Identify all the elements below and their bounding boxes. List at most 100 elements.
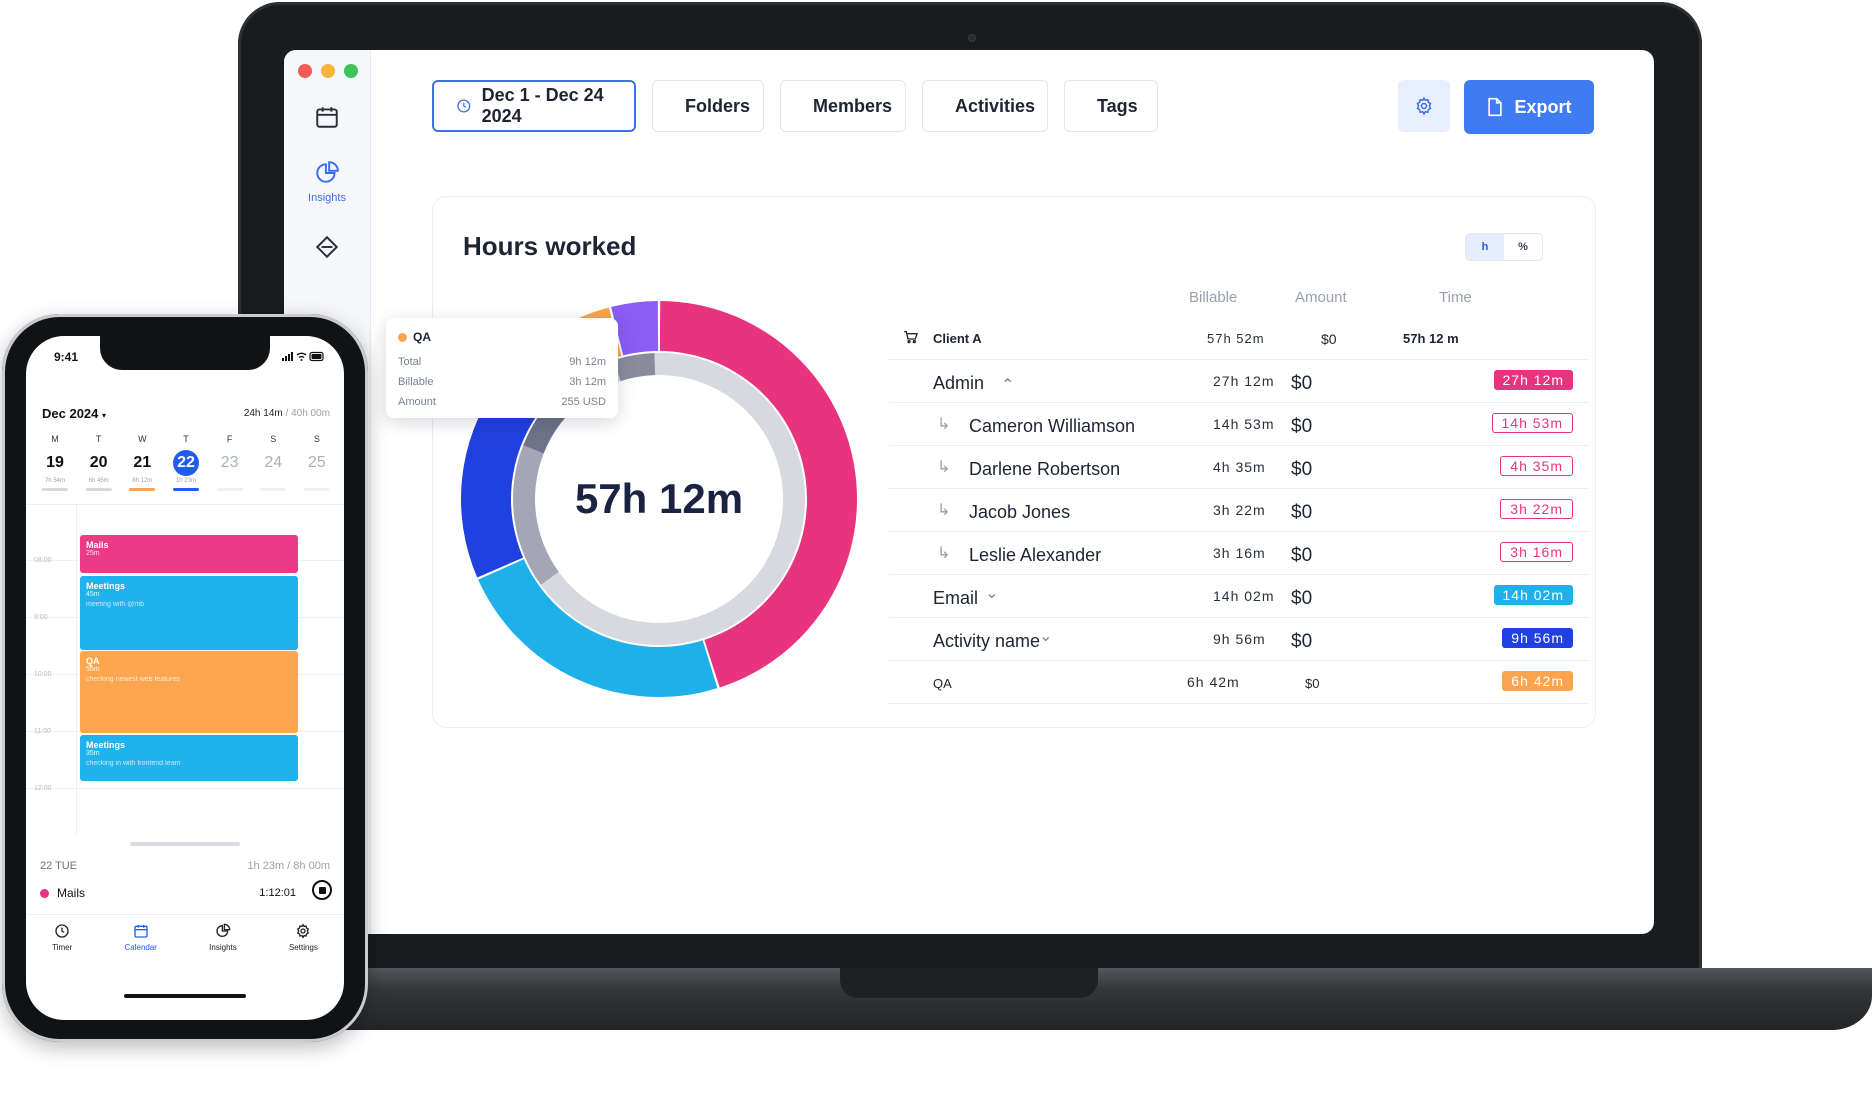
table-row[interactable]: ↳ Leslie Alexander 3h 16m $0 3h 16m: [889, 532, 1589, 575]
chevron-down-icon[interactable]: ⌄: [1039, 628, 1053, 645]
activities-button[interactable]: Activities: [922, 80, 1048, 132]
close-window-button[interactable]: [298, 64, 312, 78]
tooltip-total-row: Total 9h 12m: [398, 356, 606, 368]
folders-button[interactable]: Folders: [652, 80, 764, 132]
donut-segment-admin[interactable]: [659, 301, 857, 688]
maximize-window-button[interactable]: [344, 64, 358, 78]
column-time: Time: [1439, 289, 1472, 306]
window-controls: [298, 64, 358, 78]
row-time-badge: 9h 56m: [1502, 628, 1573, 648]
weekday-progress-bar: [216, 488, 243, 491]
unit-percent-option[interactable]: %: [1518, 241, 1528, 253]
chevron-down-icon[interactable]: ⌄: [985, 585, 999, 602]
donut-segment-other[interactable]: [611, 301, 659, 356]
event-title: Meetings: [86, 740, 126, 750]
weekday-progress-bar: [85, 488, 112, 491]
chevron-up-icon[interactable]: ⌃: [1001, 377, 1015, 394]
tab-timer[interactable]: Timer: [52, 915, 72, 975]
calendar-icon: [316, 107, 338, 128]
table-row[interactable]: Email ⌄ 14h 02m $0 14h 02m: [889, 575, 1589, 618]
stop-icon: [318, 886, 326, 894]
weekday-progress-bar: [260, 488, 287, 491]
calendar-event[interactable]: Meetings 45m meeting with @mb: [80, 576, 298, 650]
sidebar-item-calendar[interactable]: [284, 104, 370, 130]
table-row[interactable]: Activity name ⌄ 9h 56m $0 9h 56m: [889, 618, 1589, 661]
row-name: Leslie Alexander: [969, 545, 1102, 565]
donut-segment-email[interactable]: [478, 559, 718, 697]
event-duration: 35m: [86, 750, 100, 757]
month-selector[interactable]: Dec 2024 ▾: [42, 406, 106, 421]
members-label: Members: [813, 95, 893, 116]
calendar-event[interactable]: Meetings 35m checking in with frontend t…: [80, 735, 298, 781]
sidebar-item-insights[interactable]: Insights: [284, 160, 370, 204]
week-day[interactable]: T 20 6h 45m: [80, 434, 118, 491]
stop-timer-button[interactable]: [312, 880, 332, 900]
row-amount: $0: [1305, 676, 1320, 691]
status-time: 9:41: [54, 350, 79, 364]
weekday-number: 25: [308, 454, 326, 471]
event-title: QA: [86, 656, 100, 666]
weekday-progress-bar: [42, 488, 68, 491]
weekday-number: 24: [264, 454, 283, 471]
unit-toggle: h %: [1465, 233, 1543, 261]
tags-button[interactable]: Tags: [1064, 80, 1158, 132]
tab-insights[interactable]: Insights: [209, 915, 237, 975]
row-time-badge: 3h 22m: [1500, 499, 1573, 519]
folders-label: Folders: [685, 95, 751, 116]
calendar-event[interactable]: QA 55m checking newest web features: [80, 651, 298, 733]
laptop-camera: [968, 34, 976, 42]
tooltip-billable-value: 3h 12m: [569, 376, 606, 388]
table-row[interactable]: ↳ Darlene Robertson 4h 35m $0 4h 35m: [889, 446, 1589, 489]
client-billable: 57h 52m: [1207, 331, 1265, 346]
week-day[interactable]: S 24: [254, 434, 292, 491]
phone-frame: 9:41 Dec 2024 ▾ 24h 14m / 40h 00m M 19 7…: [2, 314, 368, 1042]
table-row[interactable]: Admin ⌃ 27h 12m $0 27h 12m: [889, 360, 1589, 403]
date-range-label: Dec 1 - Dec 24 2024: [481, 85, 604, 126]
hour-label: 08:00: [34, 557, 52, 564]
selected-day-hours: 1h 23m / 8h 00m: [247, 860, 330, 872]
tooltip-billable-label: Billable: [398, 376, 434, 388]
week-day[interactable]: T 22 1h 23m: [167, 434, 205, 491]
table-row[interactable]: ↳ Jacob Jones 3h 22m $0 3h 22m: [889, 489, 1589, 532]
members-button[interactable]: Members: [780, 80, 906, 132]
donut-segment-activity-name[interactable]: [461, 384, 539, 578]
donut-inner-segment[interactable]: [513, 445, 559, 585]
minimize-window-button[interactable]: [321, 64, 335, 78]
running-timer[interactable]: Mails: [40, 886, 85, 900]
event-duration: 25m: [86, 550, 100, 557]
event-description: meeting with @mb: [86, 601, 145, 608]
drag-handle[interactable]: [130, 842, 240, 846]
table-row[interactable]: ↳ Cameron Williamson 14h 53m $0 14h 53m: [889, 403, 1589, 446]
export-button[interactable]: Export: [1464, 80, 1594, 134]
row-name: Cameron Williamson: [969, 416, 1136, 436]
client-row[interactable]: Client A 57h 52m $0 57h 12 m: [889, 317, 1589, 360]
week-day[interactable]: M 19 7h 54m: [36, 434, 74, 491]
unit-hours-option[interactable]: h: [1466, 234, 1504, 260]
row-time-badge: 14h 02m: [1493, 585, 1573, 605]
calendar-event[interactable]: Mails 25m: [80, 535, 298, 573]
settings-button[interactable]: [1398, 80, 1450, 132]
table-row[interactable]: QA 6h 42m $0 6h 42m: [889, 661, 1589, 704]
donut-inner-segment[interactable]: [613, 353, 656, 382]
event-duration: 45m: [86, 591, 100, 598]
row-time-badge: 3h 16m: [1500, 542, 1573, 562]
weekday-progress-bar: [129, 488, 156, 491]
tooltip-billable-row: Billable 3h 12m: [398, 376, 606, 388]
client-time: 57h 12 m: [1403, 331, 1459, 346]
week-day[interactable]: F 23: [211, 434, 249, 491]
tab-calendar[interactable]: Calendar: [124, 915, 157, 975]
sidebar-item-tags[interactable]: [284, 234, 370, 260]
filter-toolbar: Dec 1 - Dec 24 2024 Folders Members Acti…: [432, 80, 1158, 134]
tab-settings[interactable]: Settings: [289, 915, 318, 975]
week-day[interactable]: W 21 8h 12m: [123, 434, 161, 491]
month-label: Dec 2024: [42, 406, 99, 421]
weekday-letter: T: [183, 434, 189, 444]
row-billable: 6h 42m: [1187, 674, 1240, 690]
row-name: Activity name: [933, 631, 1041, 651]
week-day[interactable]: S 25: [298, 434, 336, 491]
date-range-button[interactable]: Dec 1 - Dec 24 2024: [432, 80, 636, 132]
weekday-letter: M: [51, 434, 59, 444]
weekday-number: 19: [46, 454, 64, 471]
mobile-app-screen: 9:41 Dec 2024 ▾ 24h 14m / 40h 00m M 19 7…: [26, 336, 344, 1020]
hour-label: 11:00: [34, 728, 51, 735]
